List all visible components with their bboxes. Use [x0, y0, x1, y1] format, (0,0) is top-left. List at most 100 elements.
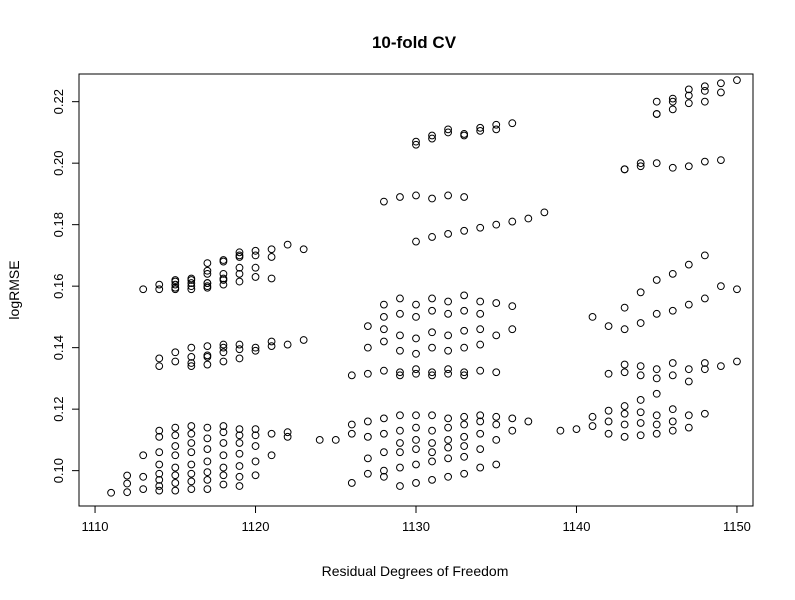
data-point [492, 368, 501, 377]
data-point [235, 354, 244, 363]
data-point [412, 191, 420, 200]
data-point [636, 319, 645, 327]
x-axis: 1110 1120 1130 1140 1150 [82, 505, 751, 534]
data-point [652, 389, 661, 398]
data-point [235, 277, 244, 286]
data-point [668, 97, 677, 106]
data-point [219, 428, 228, 437]
data-point [476, 325, 485, 334]
data-point [219, 276, 228, 284]
data-point [444, 454, 452, 463]
data-point [412, 300, 420, 309]
data-point [428, 134, 436, 143]
data-point [668, 405, 677, 414]
data-point [668, 359, 677, 367]
data-point [652, 309, 661, 318]
data-point [331, 435, 340, 444]
data-point [187, 469, 196, 478]
data-point [636, 362, 645, 370]
data-point [668, 163, 677, 172]
data-point [251, 251, 260, 260]
data-point [187, 279, 196, 287]
data-point [380, 472, 388, 481]
data-point [203, 269, 212, 278]
data-point [235, 462, 244, 470]
data-point [187, 429, 196, 438]
data-point [203, 279, 212, 287]
data-point [299, 245, 308, 254]
data-point [460, 343, 469, 352]
data-point [476, 223, 485, 232]
data-point [171, 471, 180, 480]
data-point [492, 299, 501, 307]
data-point [428, 343, 436, 352]
data-point [492, 412, 501, 421]
data-point [460, 469, 469, 478]
data-point [363, 322, 372, 331]
data-point [396, 482, 404, 490]
data-point [684, 365, 693, 374]
data-point [492, 125, 501, 134]
data-point [171, 451, 180, 460]
data-point [444, 346, 452, 355]
data-point [733, 285, 741, 294]
data-point [396, 331, 404, 340]
data-point [299, 336, 308, 344]
data-point [251, 273, 260, 281]
data-point [155, 448, 164, 457]
data-point [235, 439, 244, 447]
data-point [380, 325, 388, 334]
y-axis: 0.10 0.12 0.14 0.16 0.18 0.20 0.22 [51, 89, 80, 483]
data-point [219, 280, 228, 289]
data-point [412, 313, 420, 321]
data-point [428, 368, 436, 377]
data-point [460, 420, 469, 429]
data-point [380, 313, 388, 321]
data-point [444, 443, 452, 452]
data-point [668, 105, 677, 114]
data-point [219, 257, 228, 266]
data-point [684, 85, 693, 94]
data-point [684, 423, 693, 432]
data-point [492, 420, 501, 429]
data-point [652, 110, 661, 118]
data-point [155, 486, 164, 495]
y-tick-label: 0.10 [51, 458, 66, 483]
data-point [460, 291, 469, 300]
data-point [508, 426, 517, 435]
data-point [428, 411, 436, 420]
data-point [187, 359, 196, 367]
y-tick-label: 0.18 [51, 212, 66, 237]
data-point [187, 282, 196, 291]
data-point [700, 251, 709, 260]
data-point [620, 325, 629, 334]
y-axis-label: logRMSE [6, 260, 22, 319]
data-point [428, 328, 436, 337]
data-point [508, 325, 517, 334]
data-point [540, 208, 549, 217]
data-point [604, 417, 613, 426]
data-point [396, 463, 404, 472]
data-point [684, 300, 693, 309]
x-tick-label: 1110 [82, 519, 109, 534]
data-point [652, 429, 661, 438]
data-point [235, 263, 244, 272]
data-point [572, 425, 581, 434]
data-point [187, 477, 196, 486]
data-point [380, 429, 388, 438]
data-point [267, 429, 276, 438]
data-point [717, 79, 725, 88]
data-point [235, 248, 244, 257]
data-point [171, 442, 180, 450]
data-point [444, 191, 452, 200]
data-point [235, 251, 244, 260]
data-point [428, 475, 436, 484]
data-point [171, 431, 180, 440]
data-point [444, 365, 452, 374]
data-point [508, 302, 517, 311]
data-point [476, 411, 485, 420]
data-point [668, 371, 677, 380]
data-point [717, 88, 725, 97]
